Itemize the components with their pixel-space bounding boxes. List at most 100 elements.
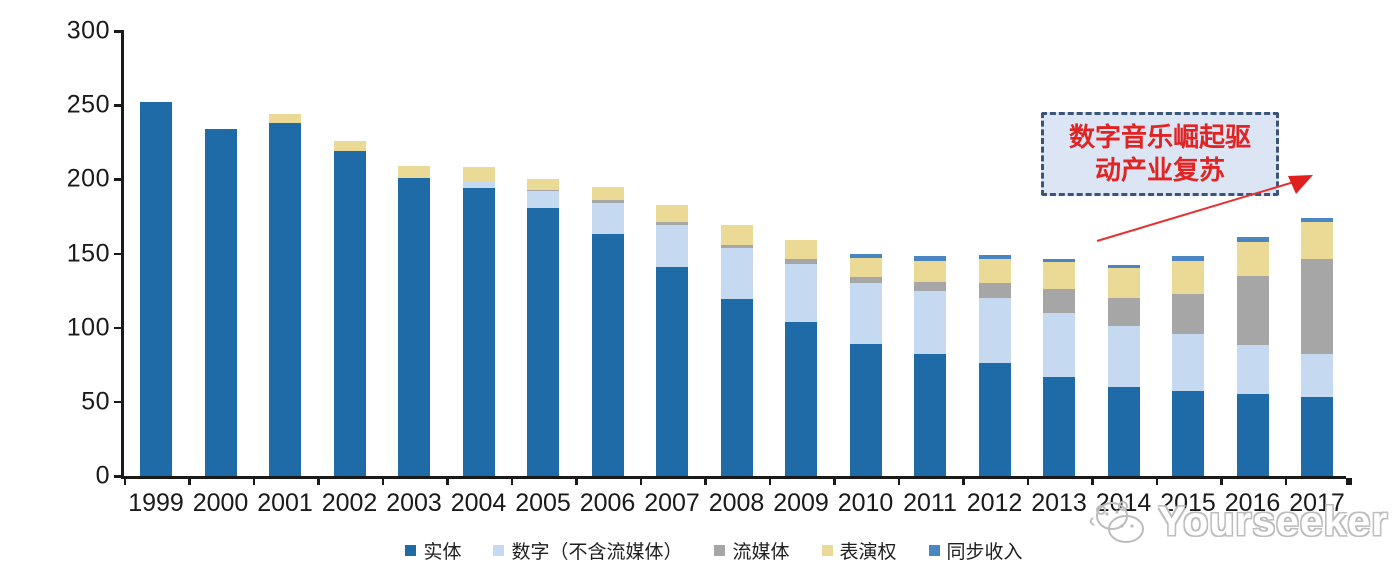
x-axis-label: 2012 — [966, 489, 1023, 517]
bar-segment-表演权 — [656, 204, 688, 223]
bar-segment-实体 — [269, 122, 301, 476]
x-axis-tick — [1091, 478, 1094, 485]
bar-segment-流媒体 — [656, 222, 688, 226]
bar-segment-表演权 — [591, 186, 624, 201]
bar-segment-数字（不含流媒体） — [785, 263, 817, 322]
bar-segment-同步收入 — [1301, 217, 1333, 223]
bar-segment-流媒体 — [1172, 293, 1204, 334]
bar-segment-流媒体 — [1236, 275, 1269, 346]
watermark: Yourseeker — [1086, 498, 1388, 546]
bar-segment-实体 — [333, 151, 366, 476]
bar-segment-数字（不含流媒体） — [591, 203, 624, 235]
y-axis-tick — [114, 326, 121, 330]
bar-segment-表演权 — [978, 259, 1011, 284]
bar-segment-数字（不含流媒体） — [656, 225, 688, 267]
x-axis-tick — [1346, 478, 1349, 485]
bar-segment-实体 — [1107, 387, 1140, 476]
annotation-text-line2: 动产业复苏 — [1094, 156, 1225, 185]
bar-segment-实体 — [1172, 391, 1204, 476]
y-axis-tick — [114, 475, 121, 478]
legend-item: 数字（不含流媒体） — [493, 537, 682, 564]
x-axis-label: 2002 — [321, 489, 378, 517]
x-axis-tick — [381, 478, 385, 485]
legend-item: 流媒体 — [714, 537, 790, 564]
bar-segment-实体 — [1236, 394, 1269, 476]
legend-swatch-icon — [493, 545, 505, 556]
bar-segment-数字（不含流媒体） — [1172, 333, 1204, 392]
bar-segment-实体 — [1043, 376, 1075, 476]
bar-segment-实体 — [591, 234, 624, 476]
bar-segment-同步收入 — [1172, 256, 1204, 261]
x-axis-label: 2001 — [257, 489, 313, 517]
y-axis-tick-label: 250 — [66, 90, 110, 119]
legend-label: 数字（不含流媒体） — [511, 542, 683, 563]
bar-segment-表演权 — [462, 167, 495, 183]
legend-label: 流媒体 — [732, 542, 790, 563]
bar-segment-流媒体 — [720, 244, 753, 248]
watermark-text: Yourseeker — [1158, 498, 1389, 544]
annotation-callout: 数字音乐崛起驱 动产业复苏 — [1041, 112, 1279, 196]
x-axis-tick — [962, 478, 965, 485]
x-axis-label: 2011 — [903, 489, 957, 517]
bar-segment-流媒体 — [978, 283, 1011, 298]
y-axis-tick — [114, 30, 121, 33]
bar-segment-实体 — [1301, 397, 1333, 476]
y-axis-tick — [114, 104, 121, 107]
bar-segment-实体 — [978, 363, 1011, 476]
x-axis-label: 2017 — [1289, 489, 1345, 517]
x-axis-label: 2009 — [773, 489, 829, 517]
bar-segment-实体 — [849, 343, 882, 476]
legend-swatch-icon — [821, 545, 833, 556]
x-axis-tick — [897, 478, 901, 485]
bar-segment-表演权 — [333, 140, 366, 152]
bar-segment-流媒体 — [1301, 259, 1333, 355]
x-axis-tick — [1220, 478, 1223, 485]
bar-segment-同步收入 — [914, 256, 946, 261]
bar-segment-数字（不含流媒体） — [462, 182, 495, 189]
bar-segment-实体 — [204, 128, 237, 476]
bar-segment-表演权 — [1043, 262, 1075, 290]
bar-segment-同步收入 — [1107, 265, 1140, 269]
x-axis-tick — [510, 478, 514, 485]
bar-segment-表演权 — [720, 225, 753, 245]
x-axis-tick — [317, 478, 320, 485]
legend-label: 同步收入 — [946, 542, 1023, 563]
y-axis-tick-label: 200 — [66, 164, 110, 193]
bar-segment-表演权 — [269, 114, 301, 123]
legend-swatch-icon — [405, 545, 417, 556]
x-axis-tick — [1349, 478, 1352, 485]
bar-segment-流媒体 — [527, 189, 559, 192]
x-axis-label: 2004 — [450, 489, 507, 517]
x-axis-label: 2007 — [644, 489, 700, 517]
bar-segment-流媒体 — [1107, 298, 1140, 327]
bar-segment-实体 — [914, 354, 946, 476]
y-axis-tick-label: 0 — [95, 461, 110, 490]
bar-segment-数字（不含流媒体） — [1043, 312, 1075, 377]
bar-segment-同步收入 — [849, 253, 882, 258]
y-axis-tick-label: 100 — [66, 313, 110, 342]
bar-segment-实体 — [785, 321, 817, 476]
legend-item: 同步收入 — [928, 537, 1023, 564]
legend: 实体 数字（不含流媒体） 流媒体 表演权 同步收入 — [0, 537, 1398, 564]
legend-label: 实体 — [423, 542, 462, 563]
y-axis-tick — [114, 252, 121, 255]
bar-segment-数字（不含流媒体） — [1107, 326, 1140, 387]
bar-segment-实体 — [656, 266, 688, 476]
bar-segment-实体 — [140, 102, 172, 476]
x-axis-label: 1999 — [128, 489, 184, 517]
legend-label: 表演权 — [839, 542, 897, 563]
y-axis-line — [121, 30, 124, 478]
x-axis-tick — [833, 478, 836, 485]
x-axis-line — [121, 476, 1346, 479]
bar-segment-表演权 — [1301, 222, 1333, 260]
bar-segment-同步收入 — [978, 254, 1011, 260]
bar-segment-实体 — [720, 299, 753, 476]
y-axis-tick — [114, 178, 121, 181]
x-axis-label: 2005 — [515, 489, 571, 517]
bar-segment-表演权 — [914, 260, 946, 282]
x-axis-tick — [446, 478, 449, 485]
bar-segment-表演权 — [785, 240, 817, 260]
x-axis-tick — [639, 478, 643, 485]
x-axis-tick — [1155, 478, 1159, 485]
